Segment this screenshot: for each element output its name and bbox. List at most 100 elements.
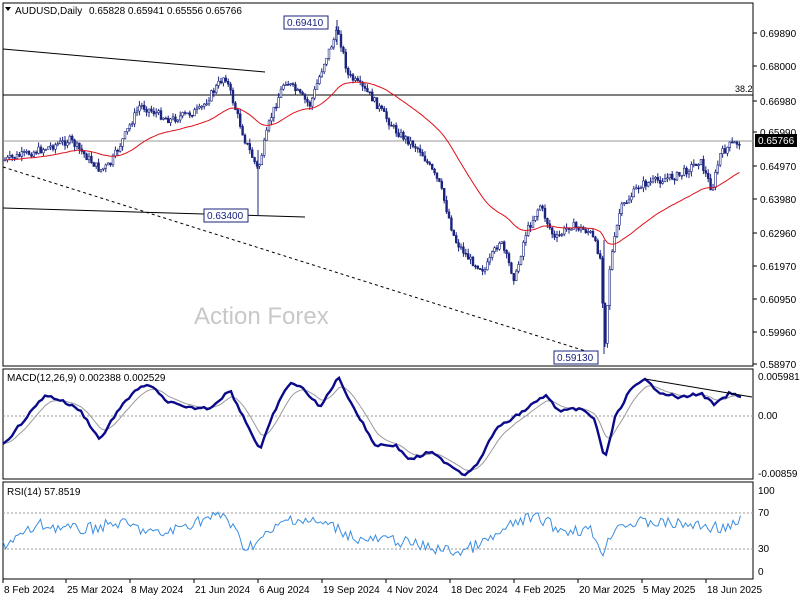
candle-body [668,173,672,179]
candle-body [639,187,643,190]
candle-body [601,257,604,304]
candle-body [507,253,511,264]
candle-body [39,146,43,154]
candle-body [97,162,100,172]
candle-body [342,46,345,53]
rsi-label: RSI(14) 57.8519 [7,487,81,498]
candle-body [111,155,115,166]
x-axis: 8 Feb 2024 25 Mar 2024 8 May 2024 21 Jun 20… [2,579,762,596]
candle-body [586,231,590,234]
callout-low[interactable]: 0.59130 [553,350,599,365]
candle-body [116,149,120,152]
candle-body [174,116,177,122]
candle-body [73,139,76,147]
candle-body [464,252,467,255]
candle-body [550,227,554,235]
candle-body [34,151,38,154]
candle-body [346,68,350,75]
candle-body [433,168,436,174]
candle-body [339,34,343,48]
candle-body [162,117,165,120]
candle-body [11,154,14,158]
x-tick-label: 21 Jun 2024 [195,585,250,596]
candle-body [337,29,340,35]
candle-body [303,94,307,100]
candle-body [246,142,249,145]
candle-body [606,305,609,344]
price-tick-label: 0.62960 [760,229,797,240]
x-tick-label: 20 Mar 2025 [579,585,636,596]
callout-mid[interactable]: 0.63400 [203,208,249,223]
trendlines[interactable] [2,48,753,356]
upper-trendline[interactable] [2,48,266,73]
price-tick-label: 0.58970 [760,360,797,371]
candle-body [378,105,381,110]
candle-body [32,151,36,157]
candle-body [243,134,247,144]
candle-body [680,174,684,177]
candle-body [649,181,652,184]
candle-body [536,209,540,217]
candle-body [248,143,251,151]
candle-body [107,162,110,166]
fib-level-label: 38.2 [735,84,753,94]
candle-body [394,125,398,134]
candle-body [150,108,153,112]
candle-body [291,83,295,85]
candle-body [46,146,50,150]
candle-body [718,153,722,166]
candle-body [131,123,134,126]
candle-body [13,156,16,159]
candle-body [426,160,429,164]
candle-body [452,229,455,236]
candle-body [387,118,391,126]
candle-body [651,178,655,183]
candle-body [579,226,583,231]
candle-body [217,80,220,86]
candle-body [215,85,218,93]
candle-body [498,243,501,250]
candle-body [104,164,108,169]
candle-body [147,108,151,113]
candle-body [286,84,290,86]
candle-body [471,256,475,267]
lower-horizontal-trendline[interactable] [2,207,306,218]
dotted-support-line[interactable] [2,166,599,356]
candle-body [239,113,242,127]
price-tick-label: 0.59960 [760,328,797,339]
candle-body [313,88,316,99]
candle-body [143,104,146,110]
candle-body [658,180,662,184]
candle-body [169,118,172,124]
candle-body [85,153,88,161]
candle-body [71,135,74,141]
candle-body [524,235,528,243]
candle-body [133,112,136,125]
x-tick-label: 8 Feb 2024 [4,585,55,596]
macd-panel-frame [2,368,754,480]
candle-body [164,117,167,120]
candle-body [486,261,489,271]
ohlc-values: 0.65828 0.65941 0.65556 0.65766 [89,6,242,17]
candle-body [234,102,237,110]
candle-body [90,155,93,163]
candle-body [402,131,405,140]
candle-body [68,135,72,144]
candle-body [138,105,141,112]
candle-body [591,230,595,238]
x-tick-label: 5 May 2025 [643,585,696,596]
candle-body [298,89,302,93]
candle-body [265,129,268,141]
macd-divergence-line[interactable] [644,378,753,398]
candle-body [685,167,688,175]
candle-body [212,90,215,93]
candle-body [505,250,508,254]
candle-body [20,151,23,157]
callout-high[interactable]: 0.69410 [283,15,329,30]
candle-body [608,269,612,306]
dropdown-arrow-icon[interactable] [5,7,11,11]
candle-body [219,80,223,84]
candle-body [183,112,187,114]
candle-body [490,251,494,258]
